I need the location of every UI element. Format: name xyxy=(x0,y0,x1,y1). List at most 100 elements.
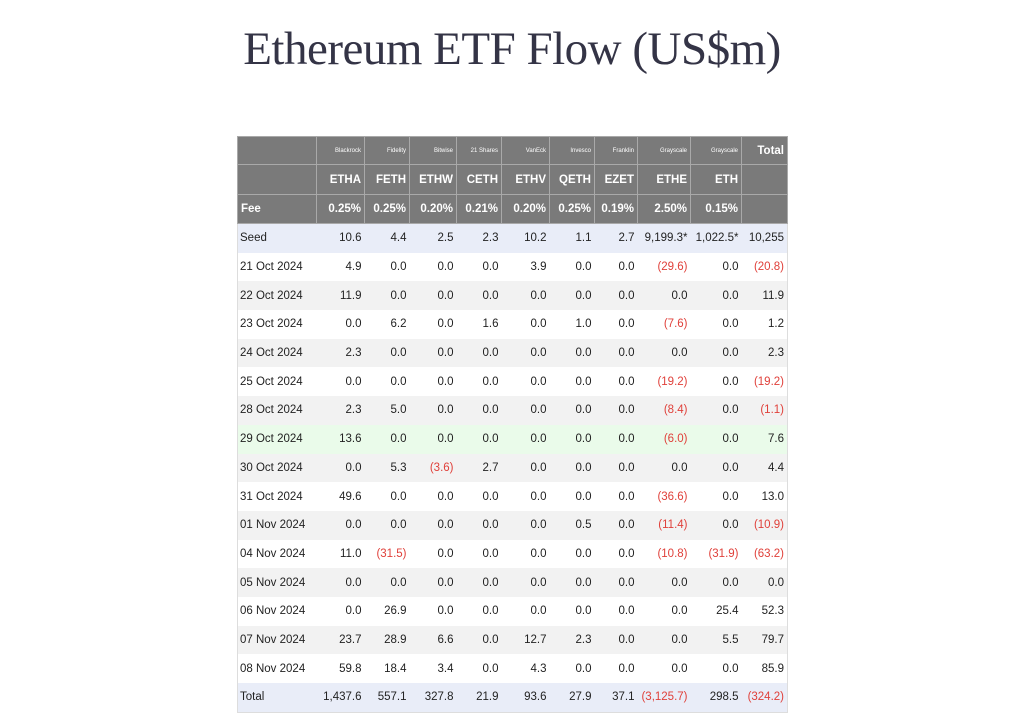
flow-value: 0.0 xyxy=(741,568,788,597)
fee-cell: 0.25% xyxy=(364,194,410,224)
flow-value: 0.0 xyxy=(594,424,638,454)
flow-value: 0.0 xyxy=(364,281,410,311)
flow-value: 23.7 xyxy=(316,625,365,655)
flow-value: 93.6 xyxy=(501,683,550,713)
row-label: 30 Oct 2024 xyxy=(237,453,317,483)
table-row: 30 Oct 2024 0.0 5.3 (3.6) 2.7 0.0 0.0 0.0 0.0 0.0… xyxy=(237,453,788,483)
flow-value: 0.0 xyxy=(364,482,410,511)
flow-value: 0.0 xyxy=(364,510,410,540)
fee-header-row: Fee 0.25% 0.25% 0.20% 0.21% 0.20% 0.25% 0.19% 2.… xyxy=(237,194,788,224)
flow-value: 2.3 xyxy=(316,338,365,368)
page-title: Ethereum ETF Flow (US$m) xyxy=(243,23,781,75)
flow-value: 0.0 xyxy=(456,539,502,569)
flow-value: 0.0 xyxy=(690,338,742,368)
flow-value: 2.3 xyxy=(549,625,595,655)
flow-value: 5.5 xyxy=(690,625,742,655)
flow-value: 0.0 xyxy=(364,338,410,368)
flow-value: 11.0 xyxy=(316,539,365,569)
flow-value: 0.0 xyxy=(409,596,457,626)
flow-value: 3.4 xyxy=(409,654,457,683)
fee-cell: 0.15% xyxy=(690,194,742,224)
issuer-header-row: Blackrock Fidelity Bitwise 21 Shares VanEck I… xyxy=(237,136,788,165)
flow-value: 1.6 xyxy=(456,310,502,339)
flow-value: 0.0 xyxy=(549,424,595,454)
flow-value: 0.0 xyxy=(316,310,365,339)
flow-value: 0.0 xyxy=(594,310,638,339)
issuer-cell: Bitwise xyxy=(409,136,457,165)
flow-value: 0.0 xyxy=(409,310,457,339)
table-row: 31 Oct 2024 49.6 0.0 0.0 0.0 0.0 0.0 0.0 (36.6) 0… xyxy=(237,482,788,511)
flow-value: 0.0 xyxy=(690,252,742,282)
flow-value: 0.0 xyxy=(456,625,502,655)
row-label: 22 Oct 2024 xyxy=(237,281,317,311)
flow-value: 0.0 xyxy=(690,510,742,540)
flow-value: 0.0 xyxy=(501,482,550,511)
flow-value: 0.0 xyxy=(637,568,691,597)
row-label: 23 Oct 2024 xyxy=(237,310,317,339)
flow-value: (29.6) xyxy=(637,252,691,282)
flow-value: 6.6 xyxy=(409,625,457,655)
flow-value: 0.0 xyxy=(501,453,550,483)
row-label: 29 Oct 2024 xyxy=(237,424,317,454)
flow-value: 13.0 xyxy=(741,482,788,511)
flow-value: (7.6) xyxy=(637,310,691,339)
flow-value: 0.0 xyxy=(316,453,365,483)
flow-value: 0.0 xyxy=(549,338,595,368)
flow-value: 13.6 xyxy=(316,424,365,454)
flow-value: 0.0 xyxy=(637,654,691,683)
ticker-cell xyxy=(237,164,317,195)
flow-value: 0.0 xyxy=(409,281,457,311)
table-row: 07 Nov 2024 23.7 28.9 6.6 0.0 12.7 2.3 0.0 0.0 5.… xyxy=(237,625,788,655)
flow-value: 0.0 xyxy=(690,424,742,454)
flow-value: 0.0 xyxy=(549,281,595,311)
flow-value: 0.0 xyxy=(501,510,550,540)
flow-value: 52.3 xyxy=(741,596,788,626)
flow-value: 18.4 xyxy=(364,654,410,683)
flow-value: 2.5 xyxy=(409,223,457,253)
ticker-cell: ETHV xyxy=(501,164,550,195)
flow-value: 0.0 xyxy=(316,367,365,397)
issuer-cell: Invesco xyxy=(549,136,595,165)
fee-cell: 0.21% xyxy=(456,194,502,224)
fee-cell: 0.19% xyxy=(594,194,638,224)
flow-value: 2.3 xyxy=(316,396,365,425)
flow-value: 0.0 xyxy=(594,482,638,511)
flow-value: 49.6 xyxy=(316,482,365,511)
flow-value: 0.0 xyxy=(690,568,742,597)
issuer-cell: Total xyxy=(741,136,788,165)
fee-cell xyxy=(741,194,788,224)
flow-value: 0.0 xyxy=(637,625,691,655)
flow-value: 2.3 xyxy=(456,223,502,253)
flow-value: 21.9 xyxy=(456,683,502,713)
flow-value: 0.0 xyxy=(549,654,595,683)
flow-value: 0.0 xyxy=(549,453,595,483)
issuer-cell: Grayscale xyxy=(690,136,742,165)
flow-value: 0.0 xyxy=(549,367,595,397)
flow-value: 0.0 xyxy=(316,510,365,540)
flow-value: 10.2 xyxy=(501,223,550,253)
flow-value: 1.2 xyxy=(741,310,788,339)
table-row: 04 Nov 2024 11.0 (31.5) 0.0 0.0 0.0 0.0 0.0 (10.… xyxy=(237,539,788,569)
table-row: 28 Oct 2024 2.3 5.0 0.0 0.0 0.0 0.0 0.0 (8.4) 0.0… xyxy=(237,396,788,425)
ticker-cell: EZET xyxy=(594,164,638,195)
flow-value: (8.4) xyxy=(637,396,691,425)
flow-value: 0.0 xyxy=(594,453,638,483)
flow-value: 4.9 xyxy=(316,252,365,282)
flow-value: 1,022.5* xyxy=(690,223,742,253)
flow-value: 3.9 xyxy=(501,252,550,282)
flow-value: 1,437.6 xyxy=(316,683,365,713)
ticker-cell: ETHA xyxy=(316,164,365,195)
flow-value: 0.0 xyxy=(409,396,457,425)
flow-value: 9,199.3* xyxy=(637,223,691,253)
flow-value: (63.2) xyxy=(741,539,788,569)
table-row: 22 Oct 2024 11.9 0.0 0.0 0.0 0.0 0.0 0.0 0.0 0.0 1… xyxy=(237,281,788,311)
flow-value: 0.0 xyxy=(637,453,691,483)
flow-value: 0.0 xyxy=(409,252,457,282)
flow-value: 11.9 xyxy=(316,281,365,311)
flow-value: 0.0 xyxy=(549,396,595,425)
flow-value: 0.0 xyxy=(637,281,691,311)
flow-value: 0.0 xyxy=(690,453,742,483)
issuer-cell: Fidelity xyxy=(364,136,410,165)
flow-value: 0.0 xyxy=(501,281,550,311)
flow-value: (6.0) xyxy=(637,424,691,454)
